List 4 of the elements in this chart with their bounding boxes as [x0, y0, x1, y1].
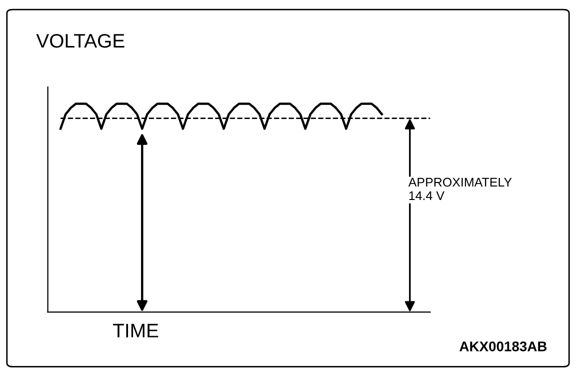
ref-line-label: APPROXIMATELY 14.4 V: [408, 178, 512, 200]
x-axis-title: TIME: [112, 324, 158, 338]
text: AKX00183AB: [460, 342, 547, 352]
y-axis-title: VOLTAGE: [36, 34, 124, 48]
